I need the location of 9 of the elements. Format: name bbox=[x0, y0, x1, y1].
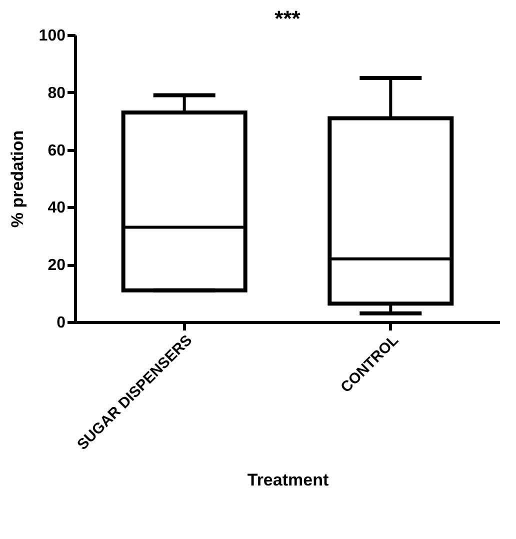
y-tick-label: 0 bbox=[56, 314, 66, 332]
y-tick-label: 80 bbox=[48, 84, 66, 102]
text: *** bbox=[274, 6, 301, 31]
y-tick-label: 40 bbox=[48, 200, 66, 217]
y-tick-label: 20 bbox=[48, 257, 66, 274]
y-tick-label: 100 bbox=[38, 28, 66, 44]
x-axis-title: Treatment bbox=[247, 470, 329, 490]
y-axis-title: % predation bbox=[8, 130, 27, 228]
y-tick-label: 60 bbox=[48, 142, 66, 160]
